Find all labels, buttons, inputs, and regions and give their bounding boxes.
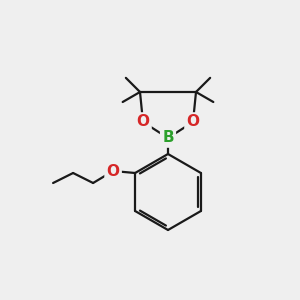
Text: O: O [106,164,120,178]
Text: O: O [187,115,200,130]
Text: B: B [162,130,174,146]
Text: O: O [136,115,149,130]
